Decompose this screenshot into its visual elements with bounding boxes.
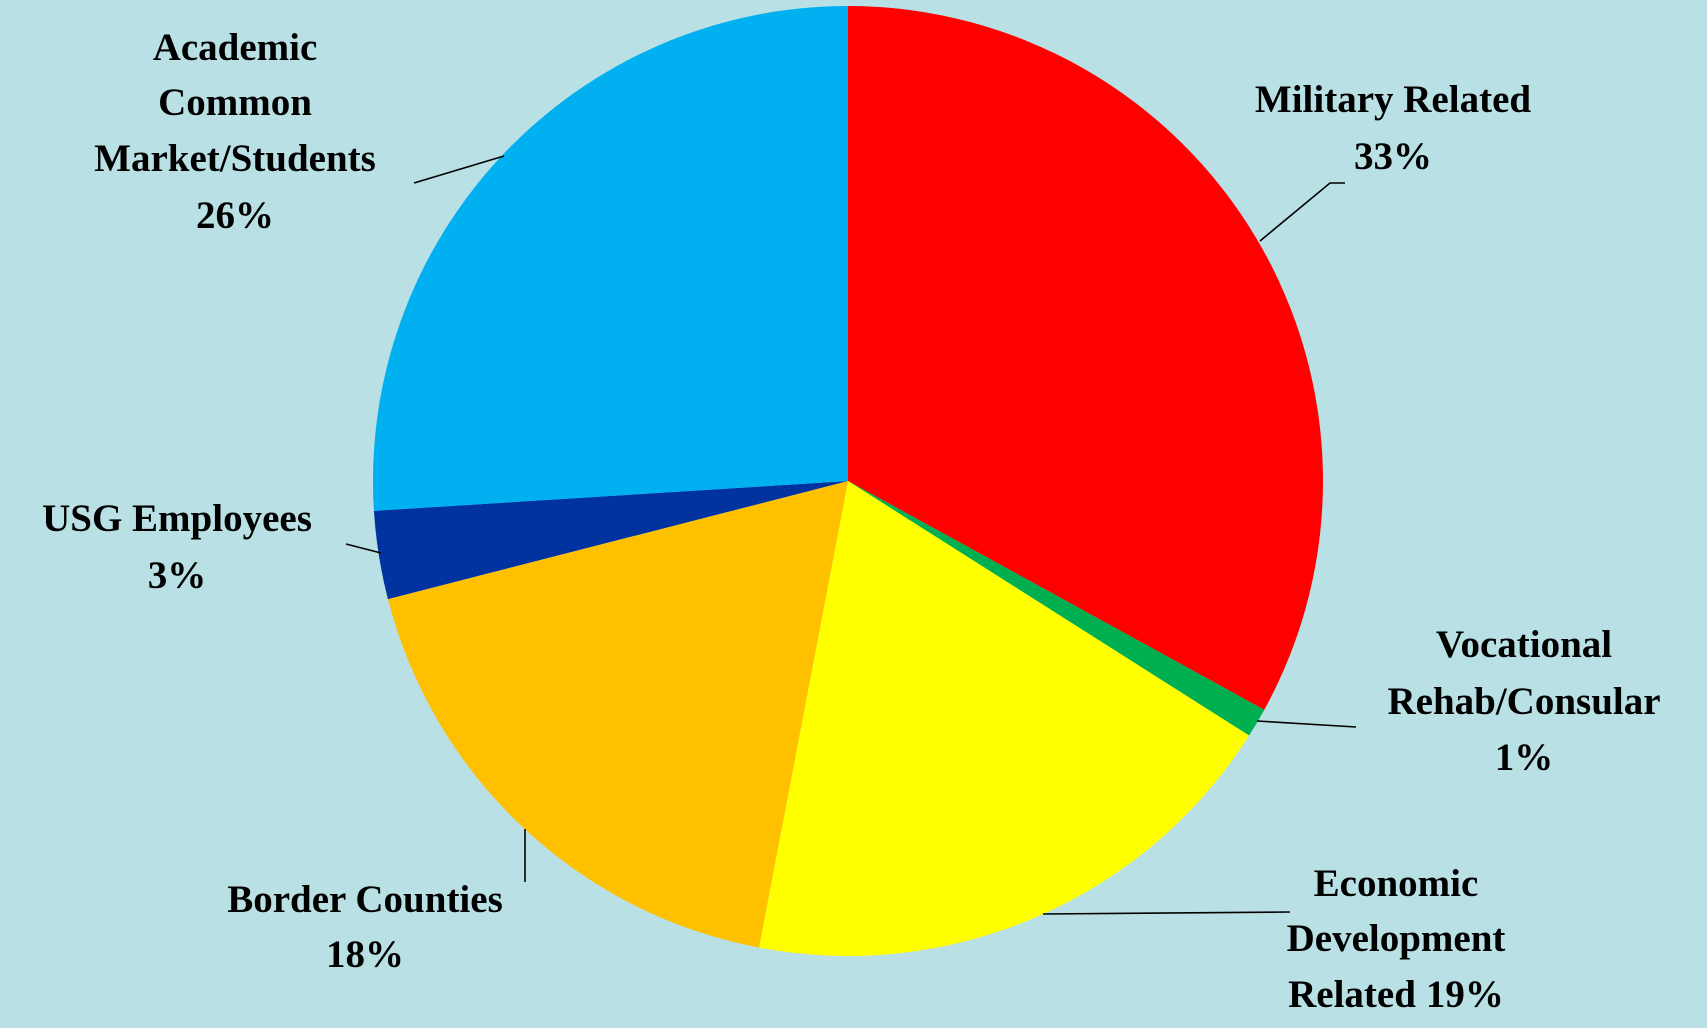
leader-line (1256, 720, 1357, 728)
value-label: 1% (1495, 736, 1554, 779)
label-line: Market/Students (94, 137, 376, 180)
category-label: Border Counties (227, 878, 503, 921)
slice (848, 481, 1265, 736)
label-line: Economic (1314, 862, 1479, 905)
pie (373, 6, 1323, 956)
category-label: USG Employees (42, 497, 312, 540)
slice (758, 481, 1250, 956)
labels: Military Related 33% Vocational Rehab/Consu… (42, 26, 1660, 1016)
label-line: Rehab/Consular (1387, 680, 1660, 723)
leader-line (1042, 911, 1291, 915)
category-label: Military Related (1255, 78, 1531, 121)
category-label: Vocational Rehab/Consular (1387, 623, 1660, 723)
label-line: USG Employees (42, 497, 312, 540)
leader-lines (345, 155, 1357, 915)
label-line: Academic (153, 26, 318, 69)
slice (848, 6, 1323, 710)
leader-line (345, 543, 382, 554)
label-line: Border Counties (227, 878, 503, 921)
value-label: 18% (326, 933, 404, 976)
label-line: Development (1287, 917, 1506, 960)
leader-line (413, 155, 505, 184)
leader-line (1259, 182, 1345, 242)
category-label: Academic Common Market/Students (94, 26, 376, 180)
slice (373, 481, 848, 600)
label-line: Vocational (1436, 623, 1612, 666)
slice (373, 6, 848, 511)
slice (387, 481, 848, 948)
label-line: Related (1288, 973, 1416, 1016)
label-line: Common (158, 81, 312, 124)
category-label: Economic Development Related (1287, 862, 1506, 1016)
value-label: 3% (148, 554, 207, 597)
value-label: 19% (1426, 973, 1504, 1016)
value-label: 26% (196, 194, 274, 237)
label-line: Military Related (1255, 78, 1531, 121)
value-label: 33% (1354, 135, 1432, 178)
